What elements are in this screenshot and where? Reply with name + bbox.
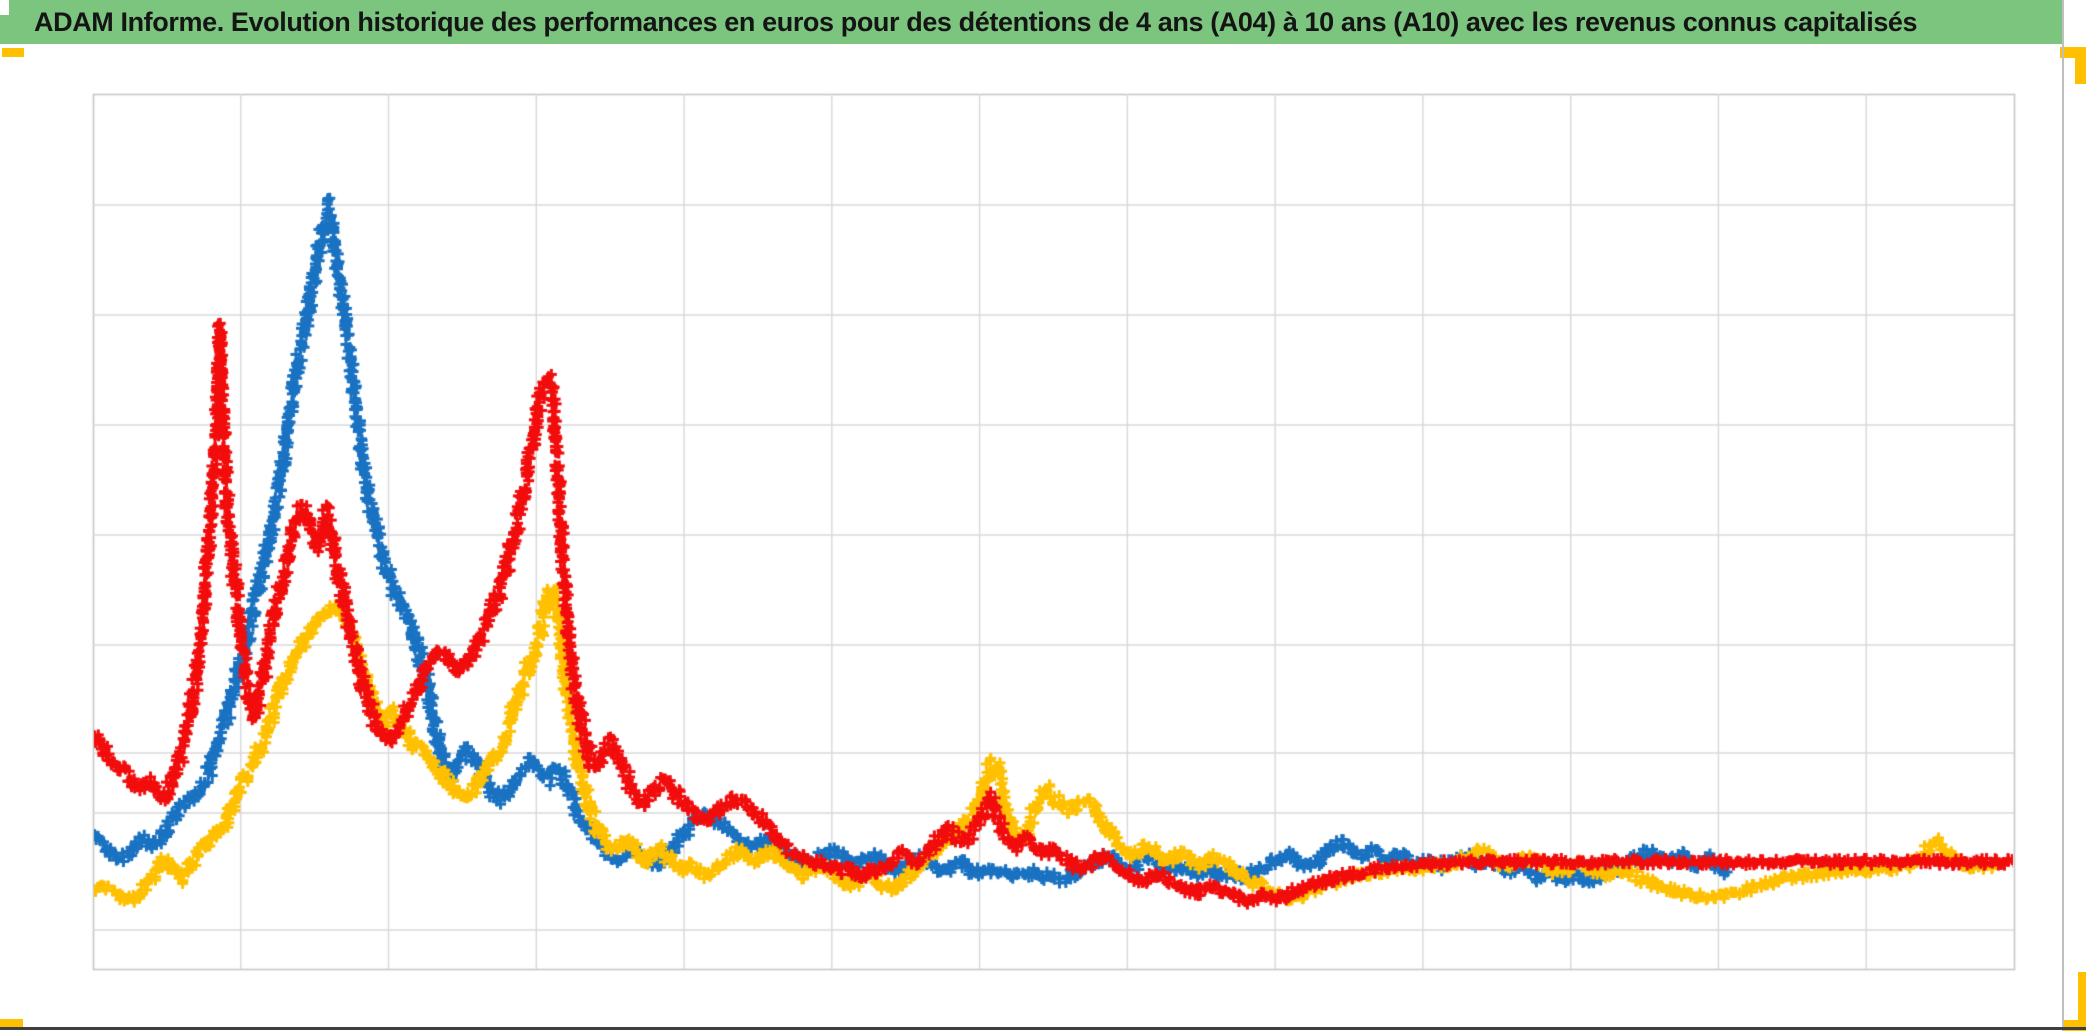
chart-title-banner: ADAM Informe. Evolution historique des p… xyxy=(0,0,2062,44)
gold-mark-top-left xyxy=(2,48,24,57)
title-corner-notch xyxy=(0,0,9,15)
gold-mark-bottom-right-vertical xyxy=(2078,972,2086,1031)
page-title: ADAM Informe. Evolution historique des p… xyxy=(34,6,1918,37)
gold-mark-bottom-right-horizontal xyxy=(2062,1020,2086,1031)
sheet-bottom-edge-line xyxy=(0,1027,2086,1030)
gold-mark-top-right-vertical xyxy=(2075,47,2086,84)
gold-mark-bottom-left xyxy=(0,1019,23,1029)
sheet-right-edge-line xyxy=(2062,0,2064,1031)
gold-mark-top-right-horizontal xyxy=(2060,47,2086,58)
